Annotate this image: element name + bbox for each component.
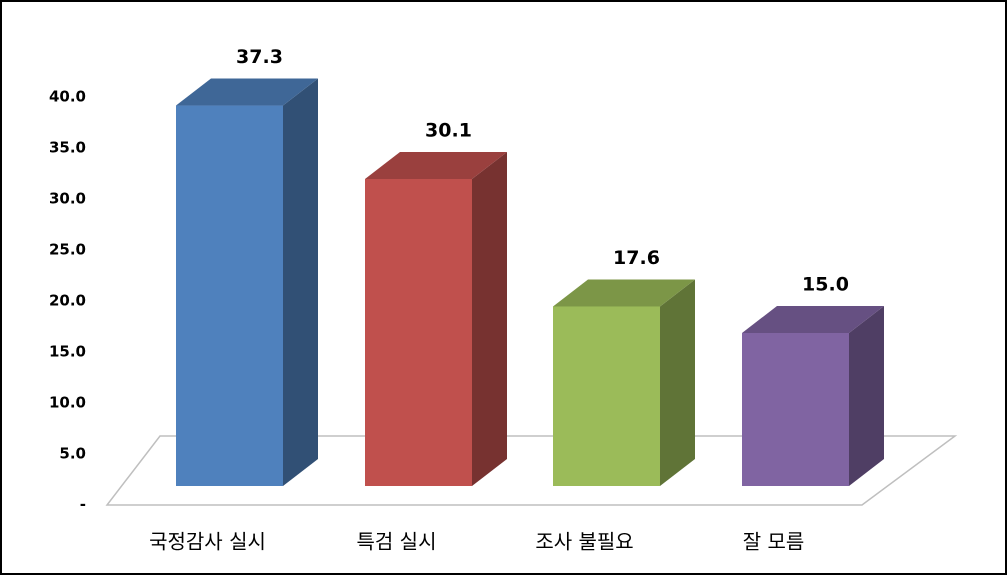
bar [742,333,849,486]
bar-side [472,151,507,487]
x-tick-label: 특검 실시 [357,530,437,554]
x-tick-label: 조사 불필요 [535,530,633,554]
y-tick-label: 40.0 [49,88,86,106]
x-tick-label: 국정감사 실시 [149,530,266,554]
data-label: 17.6 [613,247,660,269]
bar-side [660,279,695,486]
bar-top [742,306,884,333]
bar [176,105,283,486]
floor [105,435,958,506]
bar [365,178,472,487]
x-tick-label: 잘 모름 [743,530,805,554]
bar-top [553,279,695,307]
y-tick-label: 15.0 [49,343,86,361]
bar-side [283,78,318,486]
bar [553,306,660,486]
y-tick-label: - [80,496,86,514]
y-tick-label: 25.0 [49,241,86,259]
y-tick-label: 30.0 [49,190,86,208]
data-label: 37.3 [236,46,283,68]
bar-top [176,78,318,106]
bar-top [365,151,507,179]
data-label: 15.0 [802,274,849,296]
y-tick-label: 10.0 [49,394,86,412]
y-tick-label: 20.0 [49,292,86,310]
y-tick-label: 35.0 [49,139,86,157]
data-label: 30.1 [425,119,472,141]
y-tick-label: 5.0 [59,445,86,463]
bar-side [849,306,884,486]
